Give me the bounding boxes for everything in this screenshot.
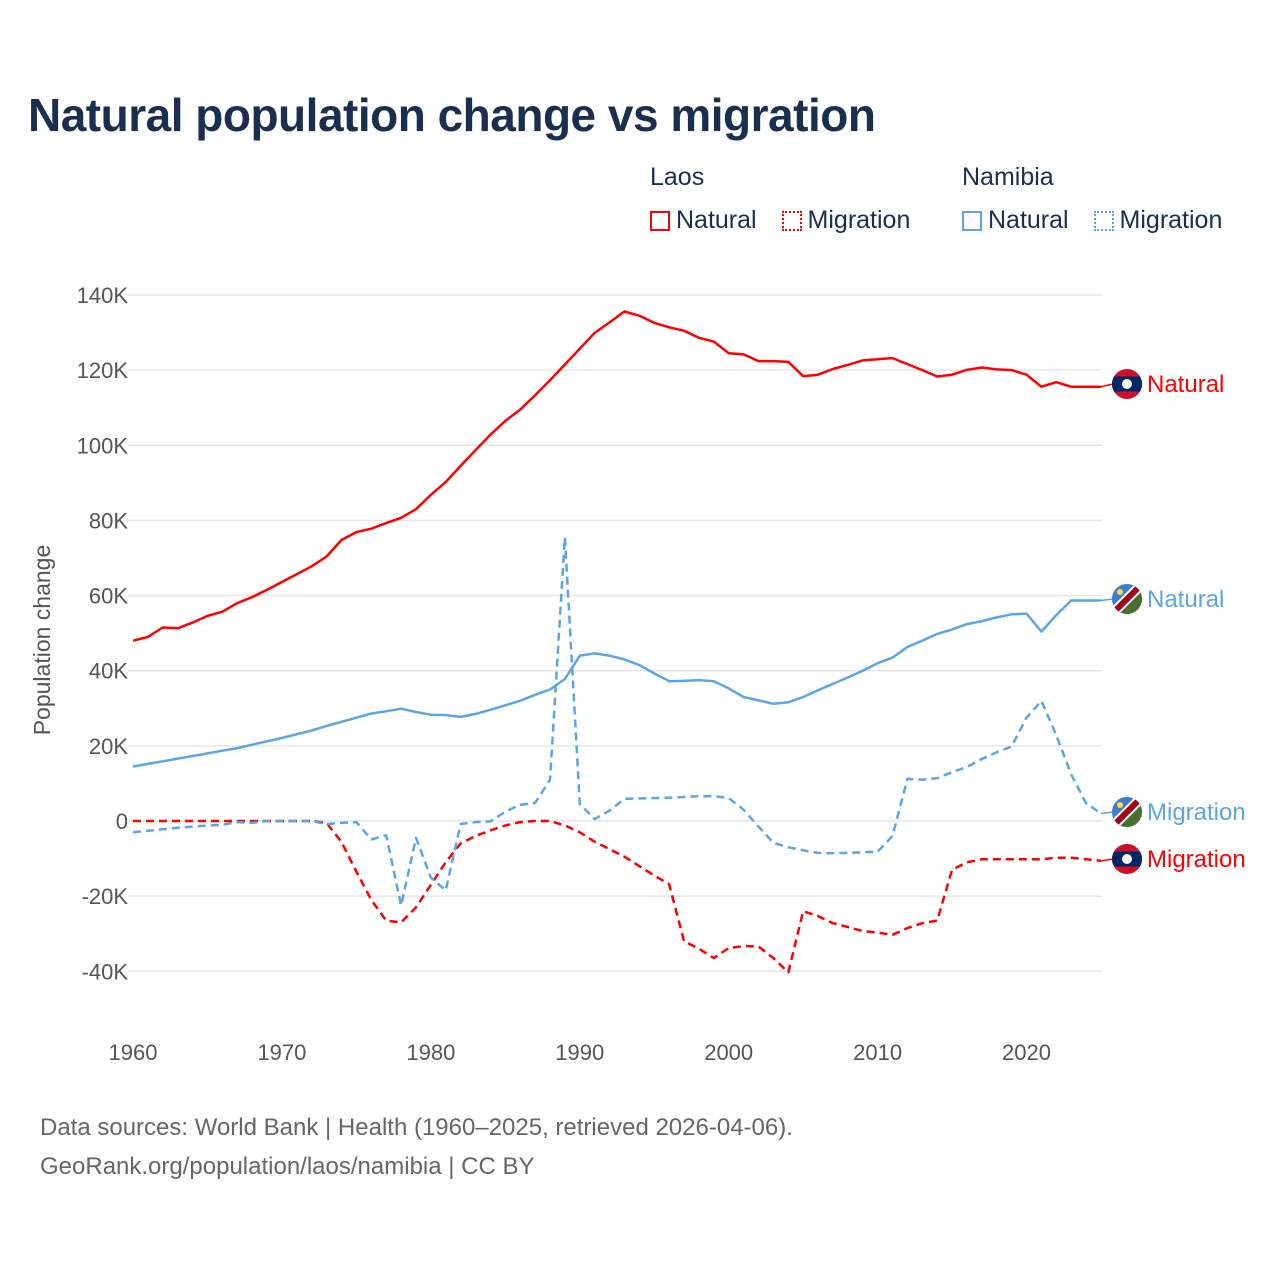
legend-swatch-solid [650,210,670,231]
y-tick-label: 100K [77,433,129,458]
x-tick-label: 1960 [109,1040,158,1065]
legend-swatch-solid [962,210,982,231]
y-tick-label: 40K [89,659,128,684]
series-lines [132,310,1102,974]
data-source-note: Data sources: World Bank | Health (1960–… [40,1114,793,1141]
label-connector [1100,598,1114,602]
label-connector [1100,858,1114,862]
series-line-namibia-natural [132,599,1101,768]
source-link[interactable]: GeoRank.org/population/laos/namibia | CC… [40,1153,535,1180]
y-tick-label: -20K [82,884,129,909]
end-labels: Natural Migration Natural Migration [1100,369,1246,874]
legend-label: Migration [807,206,911,234]
y-tick-label: 120K [77,358,129,383]
legend-swatch-dotted [781,210,802,231]
laos-flag-icon [1112,844,1142,874]
series-line-namibia-migration [132,536,1102,907]
legend-label: Natural [676,206,757,234]
label-connector [1100,811,1114,815]
y-tick-label: 0 [116,809,128,834]
series-end-label: Migration [1147,846,1246,873]
x-tick-label: 1980 [406,1040,455,1065]
y-tick-label: 80K [89,508,128,533]
y-axis-title: Population change [29,545,55,736]
footer: Data sources: World Bank | Health (1960–… [40,1108,793,1186]
gridlines [128,294,1102,973]
laos-flag-icon [1112,369,1142,399]
legend-country-label: Laos [650,163,705,191]
x-tick-label: 1990 [555,1040,604,1065]
series-end-label: Natural [1147,371,1224,398]
label-connector [1100,383,1114,388]
x-tick-label: 2020 [1002,1040,1051,1065]
y-tick-label: 60K [89,584,128,609]
y-axis-ticks: -40K -20K 0 20K 40K 60K 80K 100K 120K 140K [77,283,129,984]
y-tick-label: 20K [89,734,128,759]
y-tick-label: 140K [77,283,129,308]
namibia-flag-icon [1112,584,1142,614]
legend-item-namibia-migration[interactable]: Migration [1093,206,1223,235]
y-tick-label: -40K [82,959,129,984]
series-line-laos-natural [132,310,1101,642]
legend-country-label: Namibia [962,163,1054,191]
legend-label: Migration [1119,206,1223,234]
x-axis-ticks: 1960 1970 1980 1990 2000 2010 2020 [109,1040,1051,1065]
legend-label: Natural [988,206,1069,234]
legend-item-namibia-natural[interactable]: Natural [962,206,1069,235]
series-end-label: Natural [1147,586,1224,613]
series-end-label: Migration [1147,799,1246,826]
legend-item-laos-natural[interactable]: Natural [650,206,757,235]
legend-swatch-dotted [1093,210,1114,231]
chart-title: Natural population change vs migration [28,89,876,141]
legend-namibia: Namibia Natural Migration [962,163,1222,238]
x-tick-label: 2000 [704,1040,753,1065]
x-tick-label: 2010 [853,1040,902,1065]
legend-laos: Laos Natural Migration [650,163,928,238]
x-tick-label: 1970 [257,1040,306,1065]
namibia-flag-icon [1112,797,1142,827]
legend-item-laos-migration[interactable]: Migration [781,206,911,235]
